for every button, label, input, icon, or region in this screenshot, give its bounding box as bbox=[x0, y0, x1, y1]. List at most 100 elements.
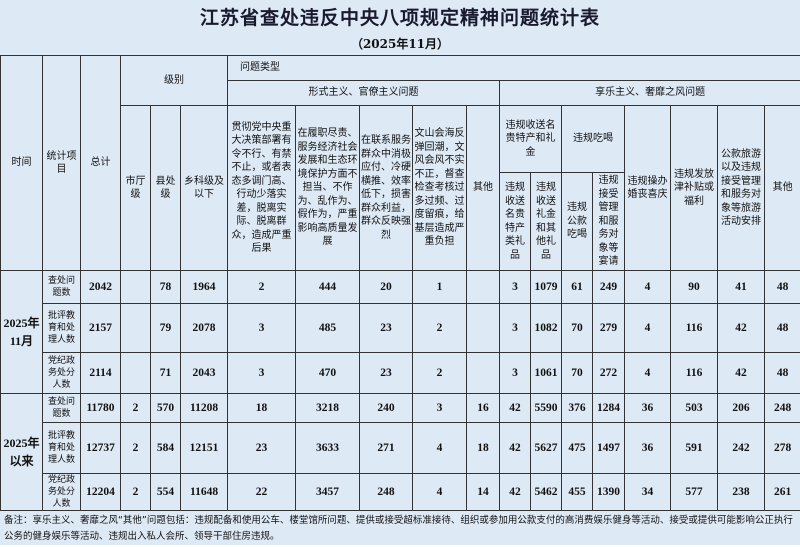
value-cell: 41 bbox=[718, 271, 765, 304]
value-cell: 278 bbox=[765, 423, 800, 474]
header-allowance: 违规发放津补贴或福利 bbox=[671, 106, 718, 271]
value-cell: 42 bbox=[718, 304, 765, 353]
value-cell: 1082 bbox=[531, 304, 562, 353]
value-cell: 18 bbox=[228, 394, 296, 423]
header-township: 乡科级及以下 bbox=[181, 106, 228, 271]
value-cell: 455 bbox=[562, 474, 593, 511]
value-cell: 2 bbox=[228, 271, 296, 304]
value-cell bbox=[121, 304, 151, 353]
header-dining: 违规吃喝 bbox=[562, 106, 625, 173]
value-cell: 4 bbox=[413, 423, 467, 474]
time-cell: 2025年11月 bbox=[1, 271, 43, 394]
value-cell bbox=[467, 304, 500, 353]
value-cell: 584 bbox=[151, 423, 181, 474]
value-cell: 470 bbox=[296, 353, 360, 394]
value-cell: 36 bbox=[625, 423, 671, 474]
header-wedding: 违规操办婚丧喜庆 bbox=[625, 106, 671, 271]
value-cell: 3 bbox=[500, 353, 531, 394]
value-cell: 70 bbox=[562, 304, 593, 353]
header-formalism-4: 文山会海反弹回潮，文风会风不实不正，督查检查考核过多过频、过度留痕，给基层造成严… bbox=[413, 106, 467, 271]
value-cell: 3633 bbox=[296, 423, 360, 474]
value-cell: 11208 bbox=[181, 394, 228, 423]
value-cell: 36 bbox=[625, 394, 671, 423]
header-gift-specialty: 违规收送名贵特产类礼品 bbox=[500, 173, 531, 271]
value-cell: 3 bbox=[228, 304, 296, 353]
header-travel: 公款旅游以及违规接受管理和服务对象等旅游活动安排 bbox=[718, 106, 765, 271]
value-cell: 42 bbox=[500, 474, 531, 511]
value-cell: 271 bbox=[360, 423, 413, 474]
value-cell: 116 bbox=[671, 353, 718, 394]
value-cell: 90 bbox=[671, 271, 718, 304]
value-cell bbox=[467, 353, 500, 394]
value-cell: 23 bbox=[360, 304, 413, 353]
value-cell: 279 bbox=[593, 304, 625, 353]
header-type: 问题类型 bbox=[228, 56, 800, 81]
footnote: 备注：享乐主义、奢靡之风“其他”问题包括：违规配备和使用公车、楼堂馆所问题、提供… bbox=[0, 511, 800, 547]
value-cell: 3 bbox=[413, 394, 467, 423]
header-time: 时间 bbox=[1, 56, 43, 271]
value-cell: 12737 bbox=[81, 423, 121, 474]
item-cell: 查处问题数 bbox=[43, 394, 81, 423]
header-formalism-other: 其他 bbox=[467, 106, 500, 271]
value-cell: 3218 bbox=[296, 394, 360, 423]
value-cell: 12151 bbox=[181, 423, 228, 474]
header-hedonism-other: 其他 bbox=[765, 106, 800, 271]
value-cell: 42 bbox=[718, 353, 765, 394]
value-cell: 79 bbox=[151, 304, 181, 353]
value-cell: 12204 bbox=[81, 474, 121, 511]
value-cell bbox=[467, 271, 500, 304]
value-cell: 34 bbox=[625, 474, 671, 511]
header-dining-public: 违规公款吃喝 bbox=[562, 173, 593, 271]
value-cell: 2042 bbox=[81, 271, 121, 304]
header-formalism-2: 在履职尽责、服务经济社会发展和生态环境保护方面不担当、不作为、乱作为、假作为，严… bbox=[296, 106, 360, 271]
value-cell: 376 bbox=[562, 394, 593, 423]
item-cell: 查处问题数 bbox=[43, 271, 81, 304]
header-level: 级别 bbox=[121, 56, 228, 106]
value-cell: 16 bbox=[467, 394, 500, 423]
value-cell: 1061 bbox=[531, 353, 562, 394]
value-cell: 4 bbox=[625, 304, 671, 353]
value-cell: 570 bbox=[151, 394, 181, 423]
value-cell: 2114 bbox=[81, 353, 121, 394]
value-cell: 2157 bbox=[81, 304, 121, 353]
value-cell: 23 bbox=[228, 423, 296, 474]
value-cell: 20 bbox=[360, 271, 413, 304]
value-cell: 4 bbox=[625, 271, 671, 304]
document-title: 江苏省查处违反中央八项规定精神问题统计表 bbox=[0, 0, 800, 35]
value-cell: 1390 bbox=[593, 474, 625, 511]
value-cell: 554 bbox=[151, 474, 181, 511]
value-cell: 444 bbox=[296, 271, 360, 304]
value-cell: 248 bbox=[765, 394, 800, 423]
document-subtitle: （2025年11月） bbox=[0, 35, 800, 55]
value-cell: 71 bbox=[151, 353, 181, 394]
value-cell: 485 bbox=[296, 304, 360, 353]
header-formalism: 形式主义、官僚主义问题 bbox=[228, 81, 500, 106]
header-city: 市厅级 bbox=[121, 106, 151, 271]
value-cell: 5627 bbox=[531, 423, 562, 474]
value-cell: 2 bbox=[121, 394, 151, 423]
item-cell: 批评教育和处理人数 bbox=[43, 304, 81, 353]
header-dining-banquet: 违规接受管理和服务对象等宴请 bbox=[593, 173, 625, 271]
header-gift-money: 违规收送礼金和其他礼品 bbox=[531, 173, 562, 271]
value-cell: 248 bbox=[360, 474, 413, 511]
value-cell: 22 bbox=[228, 474, 296, 511]
value-cell: 3 bbox=[228, 353, 296, 394]
value-cell: 1964 bbox=[181, 271, 228, 304]
header-formalism-1: 贯彻党中央重大决策部署有令不行、有禁不止，或者表态多调门高、行动少落实差，脱离实… bbox=[228, 106, 296, 271]
value-cell: 4 bbox=[625, 353, 671, 394]
value-cell: 238 bbox=[718, 474, 765, 511]
item-cell: 党纪政务处分人数 bbox=[43, 474, 81, 511]
value-cell: 5590 bbox=[531, 394, 562, 423]
value-cell: 14 bbox=[467, 474, 500, 511]
value-cell: 3 bbox=[500, 271, 531, 304]
value-cell: 591 bbox=[671, 423, 718, 474]
header-county: 县处级 bbox=[151, 106, 181, 271]
value-cell bbox=[121, 271, 151, 304]
value-cell: 2078 bbox=[181, 304, 228, 353]
value-cell: 42 bbox=[500, 423, 531, 474]
value-cell: 61 bbox=[562, 271, 593, 304]
